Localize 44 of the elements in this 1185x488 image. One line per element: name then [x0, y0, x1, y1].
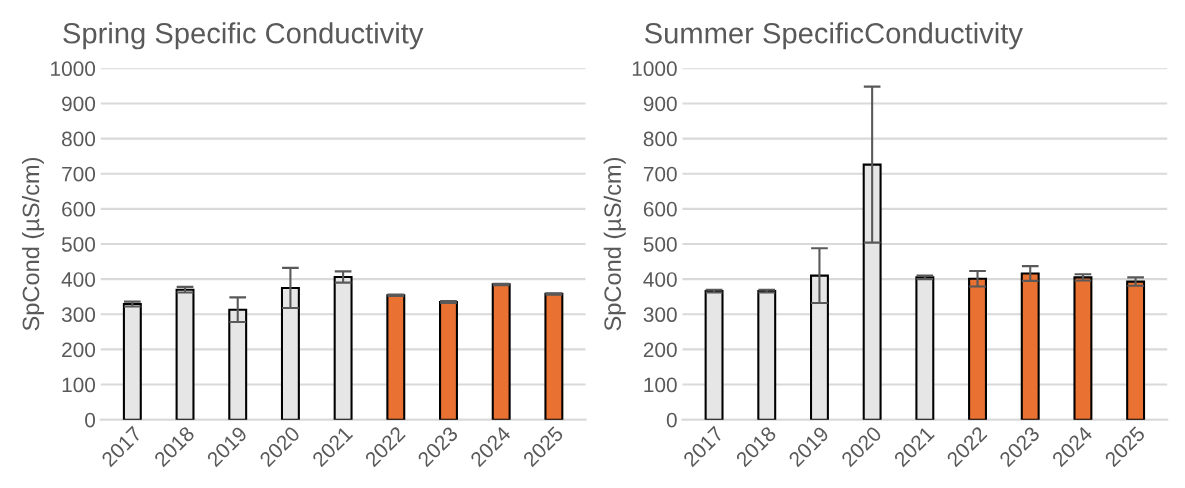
bar [915, 276, 935, 420]
y-tick-label: 100 [62, 377, 96, 393]
y-tick-label: 500 [643, 237, 677, 252]
y-tick-label: 900 [62, 96, 96, 112]
y-tick-label: 300 [643, 307, 677, 323]
bar [439, 300, 458, 420]
y-tick-label: 200 [62, 342, 96, 358]
y-tick-label: 700 [643, 166, 677, 182]
y-tick-label: 800 [643, 131, 677, 147]
y-tick-label: 400 [643, 272, 677, 287]
bar [757, 290, 777, 420]
y-tick-label: 700 [62, 166, 96, 182]
bar [491, 283, 511, 420]
bar [1020, 272, 1040, 420]
bar [280, 286, 300, 420]
y-tick-label: 800 [62, 131, 96, 147]
bar [1126, 280, 1146, 420]
y-tick-label: 400 [61, 272, 96, 287]
y-tick-label: 1000 [51, 61, 96, 77]
y-tick-label: 100 [644, 377, 677, 393]
y-axis-title: SpCond (µS/cm) [21, 157, 44, 331]
bar [862, 163, 882, 420]
y-axis-title: SpCond (µS/cm) [603, 157, 626, 331]
y-tick-label: 0 [85, 412, 96, 428]
bar [968, 277, 987, 420]
y-tick-label: 1000 [632, 61, 677, 77]
y-tick-label: 600 [643, 201, 677, 217]
y-tick-label: 900 [643, 96, 677, 112]
y-tick-label: 200 [643, 342, 677, 358]
bar [175, 288, 195, 420]
y-tick-label: 600 [62, 201, 96, 217]
bar [333, 275, 353, 420]
bar [704, 290, 724, 420]
chart-title: Spring Specific Conductivity [63, 22, 424, 50]
y-tick-label: 0 [666, 412, 677, 428]
bar [544, 292, 564, 420]
y-tick-label: 500 [61, 237, 96, 252]
bar [228, 308, 248, 420]
y-tick-label: 300 [61, 307, 96, 323]
bar [386, 294, 406, 420]
chart-title: Summer SpecificConductivity [645, 22, 1023, 50]
bar [809, 274, 829, 420]
bar [122, 303, 142, 420]
bar [1073, 276, 1093, 420]
